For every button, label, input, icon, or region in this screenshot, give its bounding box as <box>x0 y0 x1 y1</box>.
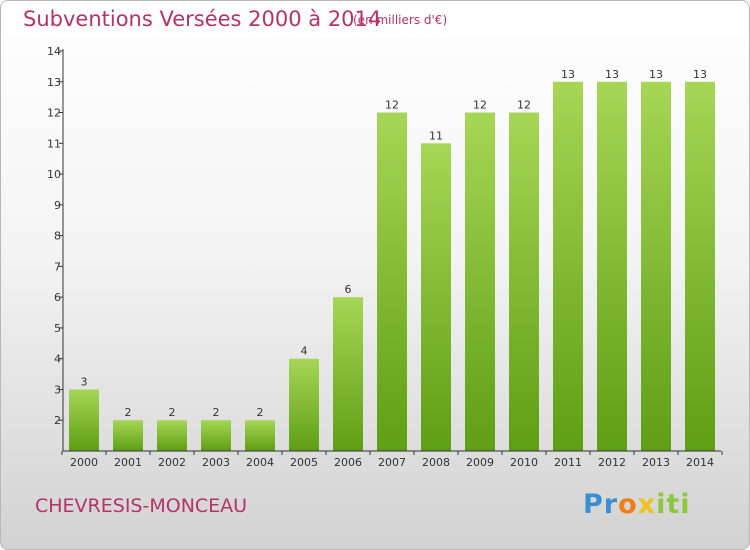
y-tick-label-11: 11 <box>47 137 61 150</box>
chart-title: Subventions Versées 2000 à 2014 <box>23 7 382 31</box>
bar-2001 <box>113 420 143 451</box>
x-tick-label-2002: 2002 <box>158 456 186 469</box>
data-label-2006: 6 <box>345 283 352 296</box>
bar-2000 <box>69 389 99 451</box>
y-tick-label-3: 3 <box>54 383 61 396</box>
bar-2009 <box>465 112 495 452</box>
bar-2012 <box>597 81 627 452</box>
x-tick-label-2014: 2014 <box>686 456 714 469</box>
y-tick-label-6: 6 <box>54 291 61 304</box>
y-tick-label-8: 8 <box>54 230 61 243</box>
y-tick-label-12: 12 <box>47 107 61 120</box>
chart-subtitle: (en milliers d'€) <box>353 13 448 27</box>
bar-2010 <box>509 112 539 452</box>
y-tick-label-7: 7 <box>54 260 61 273</box>
data-label-2009: 12 <box>473 99 487 112</box>
y-tick-label-4: 4 <box>54 353 61 366</box>
data-label-2010: 12 <box>517 99 531 112</box>
y-tick-label-13: 13 <box>47 76 61 89</box>
bar-2014 <box>685 81 715 452</box>
commune-name: CHEVRESIS-MONCEAU <box>35 495 248 517</box>
data-label-2014: 13 <box>693 68 707 81</box>
y-tick-label-9: 9 <box>54 199 61 212</box>
data-label-2012: 13 <box>605 68 619 81</box>
bar-2013 <box>641 81 671 452</box>
bar-2011 <box>553 81 583 452</box>
x-tick-label-2008: 2008 <box>422 456 450 469</box>
x-tick-label-2003: 2003 <box>202 456 230 469</box>
y-tick-label-5: 5 <box>54 322 61 335</box>
x-tick-label-2013: 2013 <box>642 456 670 469</box>
bar-2005 <box>289 358 319 451</box>
x-tick-label-2000: 2000 <box>70 456 98 469</box>
data-label-2005: 4 <box>301 345 308 358</box>
bar-2003 <box>201 420 231 451</box>
x-tick-label-2009: 2009 <box>466 456 494 469</box>
bar-2006 <box>333 297 363 451</box>
x-tick-label-2010: 2010 <box>510 456 538 469</box>
proxiti-logo: Proxiti <box>583 489 691 520</box>
y-tick-label-2: 2 <box>54 414 61 427</box>
data-label-2013: 13 <box>649 68 663 81</box>
x-tick-label-2004: 2004 <box>246 456 274 469</box>
data-label-2011: 13 <box>561 68 575 81</box>
data-label-2003: 2 <box>213 406 220 419</box>
y-tick-label-14: 14 <box>47 45 61 58</box>
data-label-2007: 12 <box>385 99 399 112</box>
bar-2002 <box>157 420 187 451</box>
bar-2007 <box>377 112 407 452</box>
data-label-2000: 3 <box>81 375 88 388</box>
y-tick-label-10: 10 <box>47 168 61 181</box>
bar-2004 <box>245 420 275 451</box>
data-label-2001: 2 <box>125 406 132 419</box>
x-tick-label-2011: 2011 <box>554 456 582 469</box>
x-tick-label-2007: 2007 <box>378 456 406 469</box>
x-tick-label-2012: 2012 <box>598 456 626 469</box>
x-tick-label-2001: 2001 <box>114 456 142 469</box>
data-label-2004: 2 <box>257 406 264 419</box>
data-label-2008: 11 <box>429 129 443 142</box>
data-label-2002: 2 <box>169 406 176 419</box>
x-tick-label-2005: 2005 <box>290 456 318 469</box>
bar-2008 <box>421 143 451 452</box>
x-tick-label-2006: 2006 <box>334 456 362 469</box>
